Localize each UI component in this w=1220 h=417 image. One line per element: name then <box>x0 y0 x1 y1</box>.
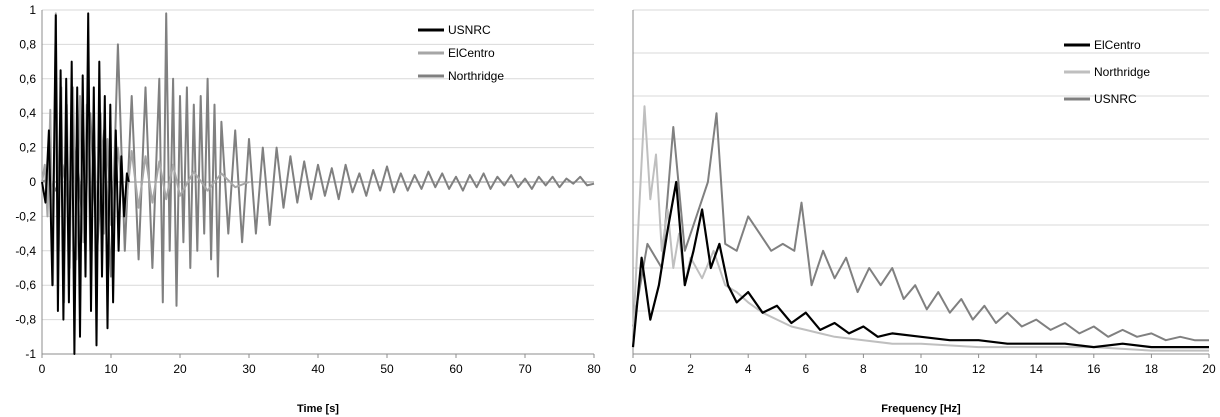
x-axis-label: Time [s] <box>297 403 339 415</box>
legend-label-northridge: Northridge <box>448 69 504 83</box>
x-tick-label: 30 <box>242 362 256 376</box>
y-tick-label: 0,2 <box>19 141 36 155</box>
x-tick-label: 70 <box>518 362 532 376</box>
y-tick-label: -1 <box>25 347 36 361</box>
x-tick-label: 10 <box>104 362 118 376</box>
x-tick-label: 0 <box>630 362 637 376</box>
x-tick-label: 20 <box>173 362 187 376</box>
legend-label-usnrc: USNRC <box>448 23 491 37</box>
series-line-northridge <box>41 12 595 307</box>
y-tick-label: 0,6 <box>19 72 36 86</box>
legend: ElCentro Northridge USNRC <box>1064 38 1150 106</box>
x-tick-label: 8 <box>860 362 867 376</box>
x-tick-label: 16 <box>1087 362 1101 376</box>
x-tick-label: 60 <box>449 362 463 376</box>
y-tick-label: 0 <box>29 175 36 189</box>
x-tick-label: 10 <box>914 362 928 376</box>
legend-label-usnrc: USNRC <box>1094 92 1137 106</box>
series-line-elcentro <box>631 180 1209 349</box>
x-tick-label: 0 <box>39 362 46 376</box>
time-history-chart: -1-0,8-0,6-0,4-0,200,20,40,60,810 10 20 30 4… <box>15 3 601 415</box>
y-tick-label: -0,4 <box>15 244 36 258</box>
x-tick-label: 14 <box>1030 362 1044 376</box>
x-tick-label: 4 <box>745 362 752 376</box>
series-line-usnrc <box>632 112 1209 342</box>
x-tick-label: 18 <box>1145 362 1159 376</box>
y-tick-label: 0,8 <box>19 37 36 51</box>
legend-label-elcentro: ElCentro <box>448 46 495 60</box>
x-tick-label: 40 <box>311 362 325 376</box>
x-tick-label: 2 <box>687 362 694 376</box>
y-tick-label: 1 <box>29 3 36 17</box>
x-tick-label: 20 <box>1202 362 1216 376</box>
y-tick-label: -0,8 <box>15 313 36 327</box>
y-tick-label: 0,4 <box>19 106 36 120</box>
legend-label-elcentro: ElCentro <box>1094 38 1141 52</box>
x-tick-label: 6 <box>802 362 809 376</box>
x-tick-label: 80 <box>587 362 601 376</box>
frequency-spectrum-chart: 0 2 4 6 8 10 12 14 16 18 20 Frequency [Hz] ElCentro N… <box>630 9 1216 415</box>
legend: USNRC ElCentro Northridge <box>418 23 504 83</box>
y-tick-label: -0,2 <box>15 209 36 223</box>
series-line-usnrc <box>41 12 130 355</box>
x-tick-label: 12 <box>972 362 986 376</box>
y-tick-label: -0,6 <box>15 278 36 292</box>
legend-label-northridge: Northridge <box>1094 65 1150 79</box>
x-tick-label: 50 <box>380 362 394 376</box>
x-axis-label: Frequency [Hz] <box>881 403 961 415</box>
